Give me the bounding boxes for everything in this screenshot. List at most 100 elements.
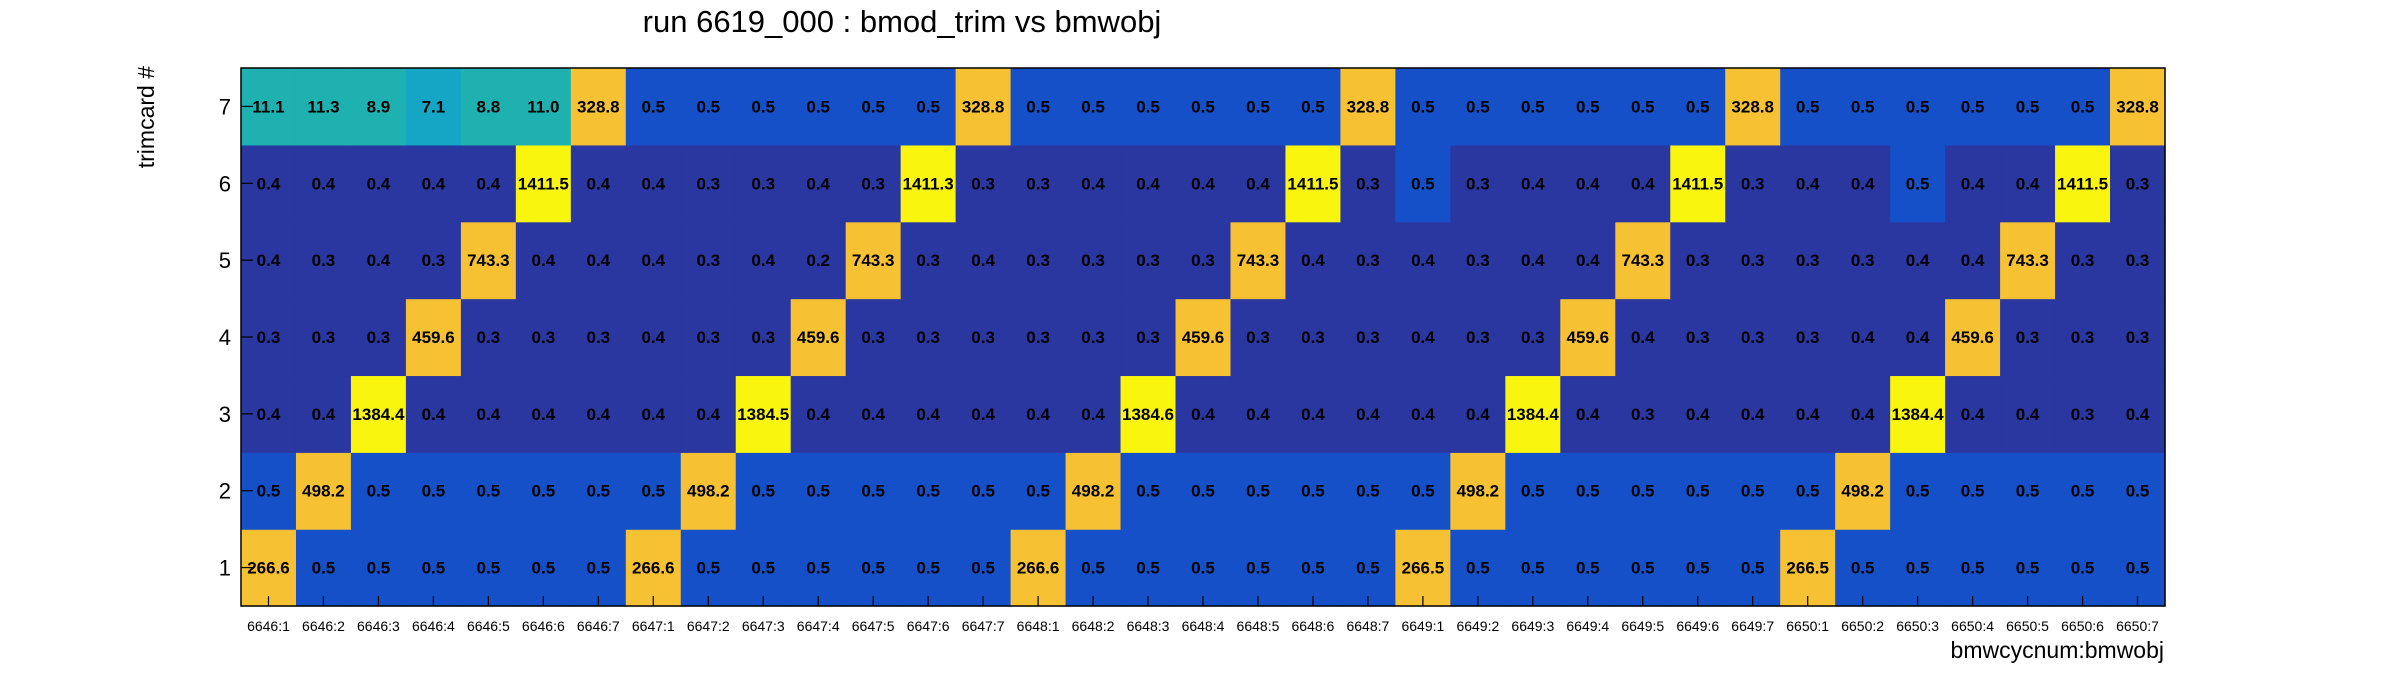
- cell-value-label: 743.3: [1621, 251, 1664, 270]
- cell-value-label: 0.4: [532, 251, 556, 270]
- heatmap-cell: [460, 529, 517, 607]
- heatmap-cell: [1010, 529, 1067, 607]
- cell-value-label: 0.5: [2126, 482, 2150, 501]
- cell-value-label: 11.1: [252, 97, 284, 116]
- heatmap-cell: [570, 221, 627, 300]
- cell-value-label: 1384.5: [737, 405, 789, 424]
- x-tick-label: 6648:2: [1072, 618, 1115, 634]
- cell-value-label: 266.6: [632, 559, 675, 578]
- x-axis-title: bmwcycnum:bmwobj: [1951, 637, 2164, 663]
- x-tick-label: 6646:1: [247, 618, 290, 634]
- heatmap-cell: [735, 298, 792, 377]
- heatmap-cell: [405, 452, 462, 530]
- heatmap-cell: [515, 375, 572, 453]
- cell-value-label: 0.3: [257, 328, 281, 347]
- heatmap-cell: [570, 375, 627, 453]
- cell-value-label: 0.3: [2071, 405, 2095, 424]
- heatmap-cell: [900, 529, 957, 607]
- heatmap-cell: [1670, 452, 1726, 530]
- heatmap-cell: [1505, 375, 1561, 453]
- heatmap-cell: [1945, 375, 2001, 453]
- y-axis-title: trimcard #: [133, 66, 159, 168]
- cell-value-label: 0.4: [806, 405, 830, 424]
- cell-value-label: 0.5: [1136, 482, 1160, 501]
- heatmap-cell: [1230, 529, 1287, 607]
- cell-value-label: 0.5: [1246, 559, 1270, 578]
- heatmap-cell: [1945, 221, 2001, 300]
- cell-value-label: 0.4: [586, 174, 610, 193]
- cell-value-label: 0.3: [2016, 328, 2040, 347]
- cell-value-label: 0.4: [1851, 174, 1875, 193]
- heatmap-cell: [1450, 452, 1506, 530]
- cell-value-label: 0.5: [2016, 97, 2040, 116]
- cell-value-label: 0.4: [422, 174, 446, 193]
- heatmap-cell: [1120, 68, 1177, 146]
- x-tick-label: 6646:4: [412, 618, 455, 634]
- x-tick-label: 6647:4: [797, 618, 840, 634]
- heatmap-cell: [1120, 452, 1177, 530]
- cell-value-label: 0.4: [971, 251, 995, 270]
- heatmap-cell: [1065, 221, 1122, 300]
- heatmap-cell: [515, 221, 572, 300]
- heatmap-cell: [1065, 529, 1122, 607]
- heatmap-cell: [1560, 375, 1616, 453]
- cell-value-label: 0.5: [586, 559, 610, 578]
- heatmap-cell: [1890, 298, 1946, 377]
- cell-value-label: 0.4: [1246, 405, 1270, 424]
- heatmap-cell: [350, 221, 407, 300]
- heatmap-cell: [1395, 375, 1451, 453]
- cell-value-label: 0.5: [1521, 559, 1545, 578]
- cell-value-label: 0.4: [1576, 251, 1600, 270]
- cell-value-label: 0.4: [312, 405, 336, 424]
- heatmap-cell: [1175, 221, 1232, 300]
- heatmap-cell: [735, 221, 792, 300]
- heatmap-cell: [1615, 68, 1671, 146]
- heatmap-cell: [1285, 452, 1342, 530]
- heatmap-cell: [295, 144, 352, 223]
- heatmap-cell: [790, 375, 847, 453]
- heatmap-cell: [350, 375, 407, 453]
- cell-value-label: 0.4: [806, 174, 830, 193]
- heatmap-cell: [680, 452, 737, 530]
- heatmap-cell: [1285, 298, 1342, 377]
- cell-value-label: 0.4: [1576, 174, 1600, 193]
- cell-value-label: 0.4: [1686, 405, 1710, 424]
- heatmap-cell: [1780, 144, 1836, 223]
- heatmap-cell: [1505, 452, 1561, 530]
- cell-value-label: 1411.3: [903, 174, 954, 193]
- cell-value-label: 0.4: [1301, 251, 1325, 270]
- heatmap-cell: [735, 452, 792, 530]
- cell-value-label: 0.3: [1851, 251, 1875, 270]
- heatmap-cell: [1615, 144, 1671, 223]
- heatmap-cell: [2110, 221, 2166, 300]
- heatmap-cell: [515, 144, 572, 223]
- heatmap-cell: [1065, 452, 1122, 530]
- cell-value-labels: 266.6 0.5 0.5 0.5 0.5 0.5 0.5 266.6 0.5 0.5 0.5 0.5…: [247, 97, 2159, 577]
- cell-value-label: 0.3: [532, 328, 556, 347]
- cell-value-label: 0.5: [1576, 97, 1600, 116]
- heatmap-cell: [1285, 68, 1342, 146]
- cell-value-label: 0.5: [2071, 97, 2095, 116]
- x-tick-label: 6648:1: [1017, 618, 1060, 634]
- cell-value-label: 11.3: [307, 97, 339, 116]
- heatmap-cell: [1395, 529, 1451, 607]
- y-tick-label: 4: [219, 325, 231, 350]
- heatmap-cell: [955, 298, 1012, 377]
- cell-value-label: 0.4: [586, 251, 610, 270]
- cell-value-label: 1384.4: [352, 405, 405, 424]
- cell-value-label: 0.4: [1246, 174, 1270, 193]
- heatmap-cell: [845, 529, 902, 607]
- cell-value-label: 0.4: [1796, 405, 1820, 424]
- cell-value-label: 0.5: [1906, 174, 1930, 193]
- heatmap-cell: [1340, 68, 1396, 146]
- heatmap-cell: [790, 529, 847, 607]
- cell-value-label: 0.5: [1191, 559, 1215, 578]
- heatmap-cell: [1560, 298, 1616, 377]
- cell-value-label: 7.1: [422, 97, 446, 116]
- cell-value-label: 0.5: [1961, 482, 1985, 501]
- cell-value-label: 0.5: [1851, 97, 1875, 116]
- cell-value-label: 0.5: [477, 482, 501, 501]
- heatmap-cell: [1505, 221, 1561, 300]
- cell-value-label: 0.3: [312, 251, 336, 270]
- x-tick-label: 6648:6: [1292, 618, 1335, 634]
